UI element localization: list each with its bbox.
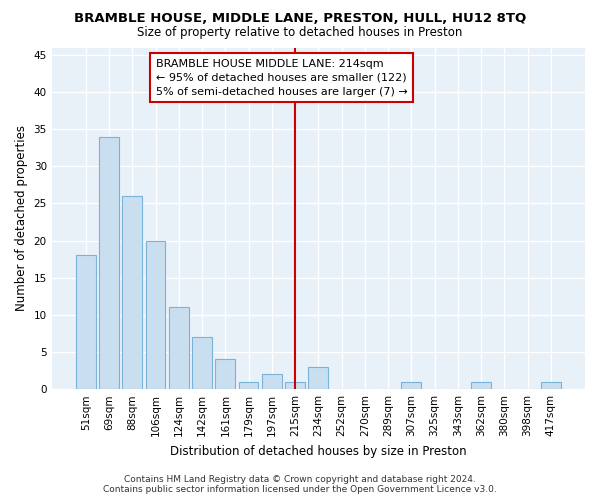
Text: BRAMBLE HOUSE, MIDDLE LANE, PRESTON, HULL, HU12 8TQ: BRAMBLE HOUSE, MIDDLE LANE, PRESTON, HUL… (74, 12, 526, 26)
Bar (239, 382, 259, 389)
Bar (146, 240, 166, 389)
Bar (471, 382, 491, 389)
Bar (122, 196, 142, 389)
Bar (285, 382, 305, 389)
Bar (192, 337, 212, 389)
Text: Contains HM Land Registry data © Crown copyright and database right 2024.
Contai: Contains HM Land Registry data © Crown c… (103, 474, 497, 494)
Bar (99, 136, 119, 389)
Text: BRAMBLE HOUSE MIDDLE LANE: 214sqm
← 95% of detached houses are smaller (122)
5% : BRAMBLE HOUSE MIDDLE LANE: 214sqm ← 95% … (155, 58, 407, 96)
Bar (401, 382, 421, 389)
Bar (76, 256, 95, 389)
Bar (262, 374, 282, 389)
Bar (215, 360, 235, 389)
Text: Size of property relative to detached houses in Preston: Size of property relative to detached ho… (137, 26, 463, 39)
X-axis label: Distribution of detached houses by size in Preston: Distribution of detached houses by size … (170, 444, 467, 458)
Y-axis label: Number of detached properties: Number of detached properties (15, 126, 28, 312)
Bar (169, 308, 188, 389)
Bar (541, 382, 561, 389)
Bar (308, 367, 328, 389)
